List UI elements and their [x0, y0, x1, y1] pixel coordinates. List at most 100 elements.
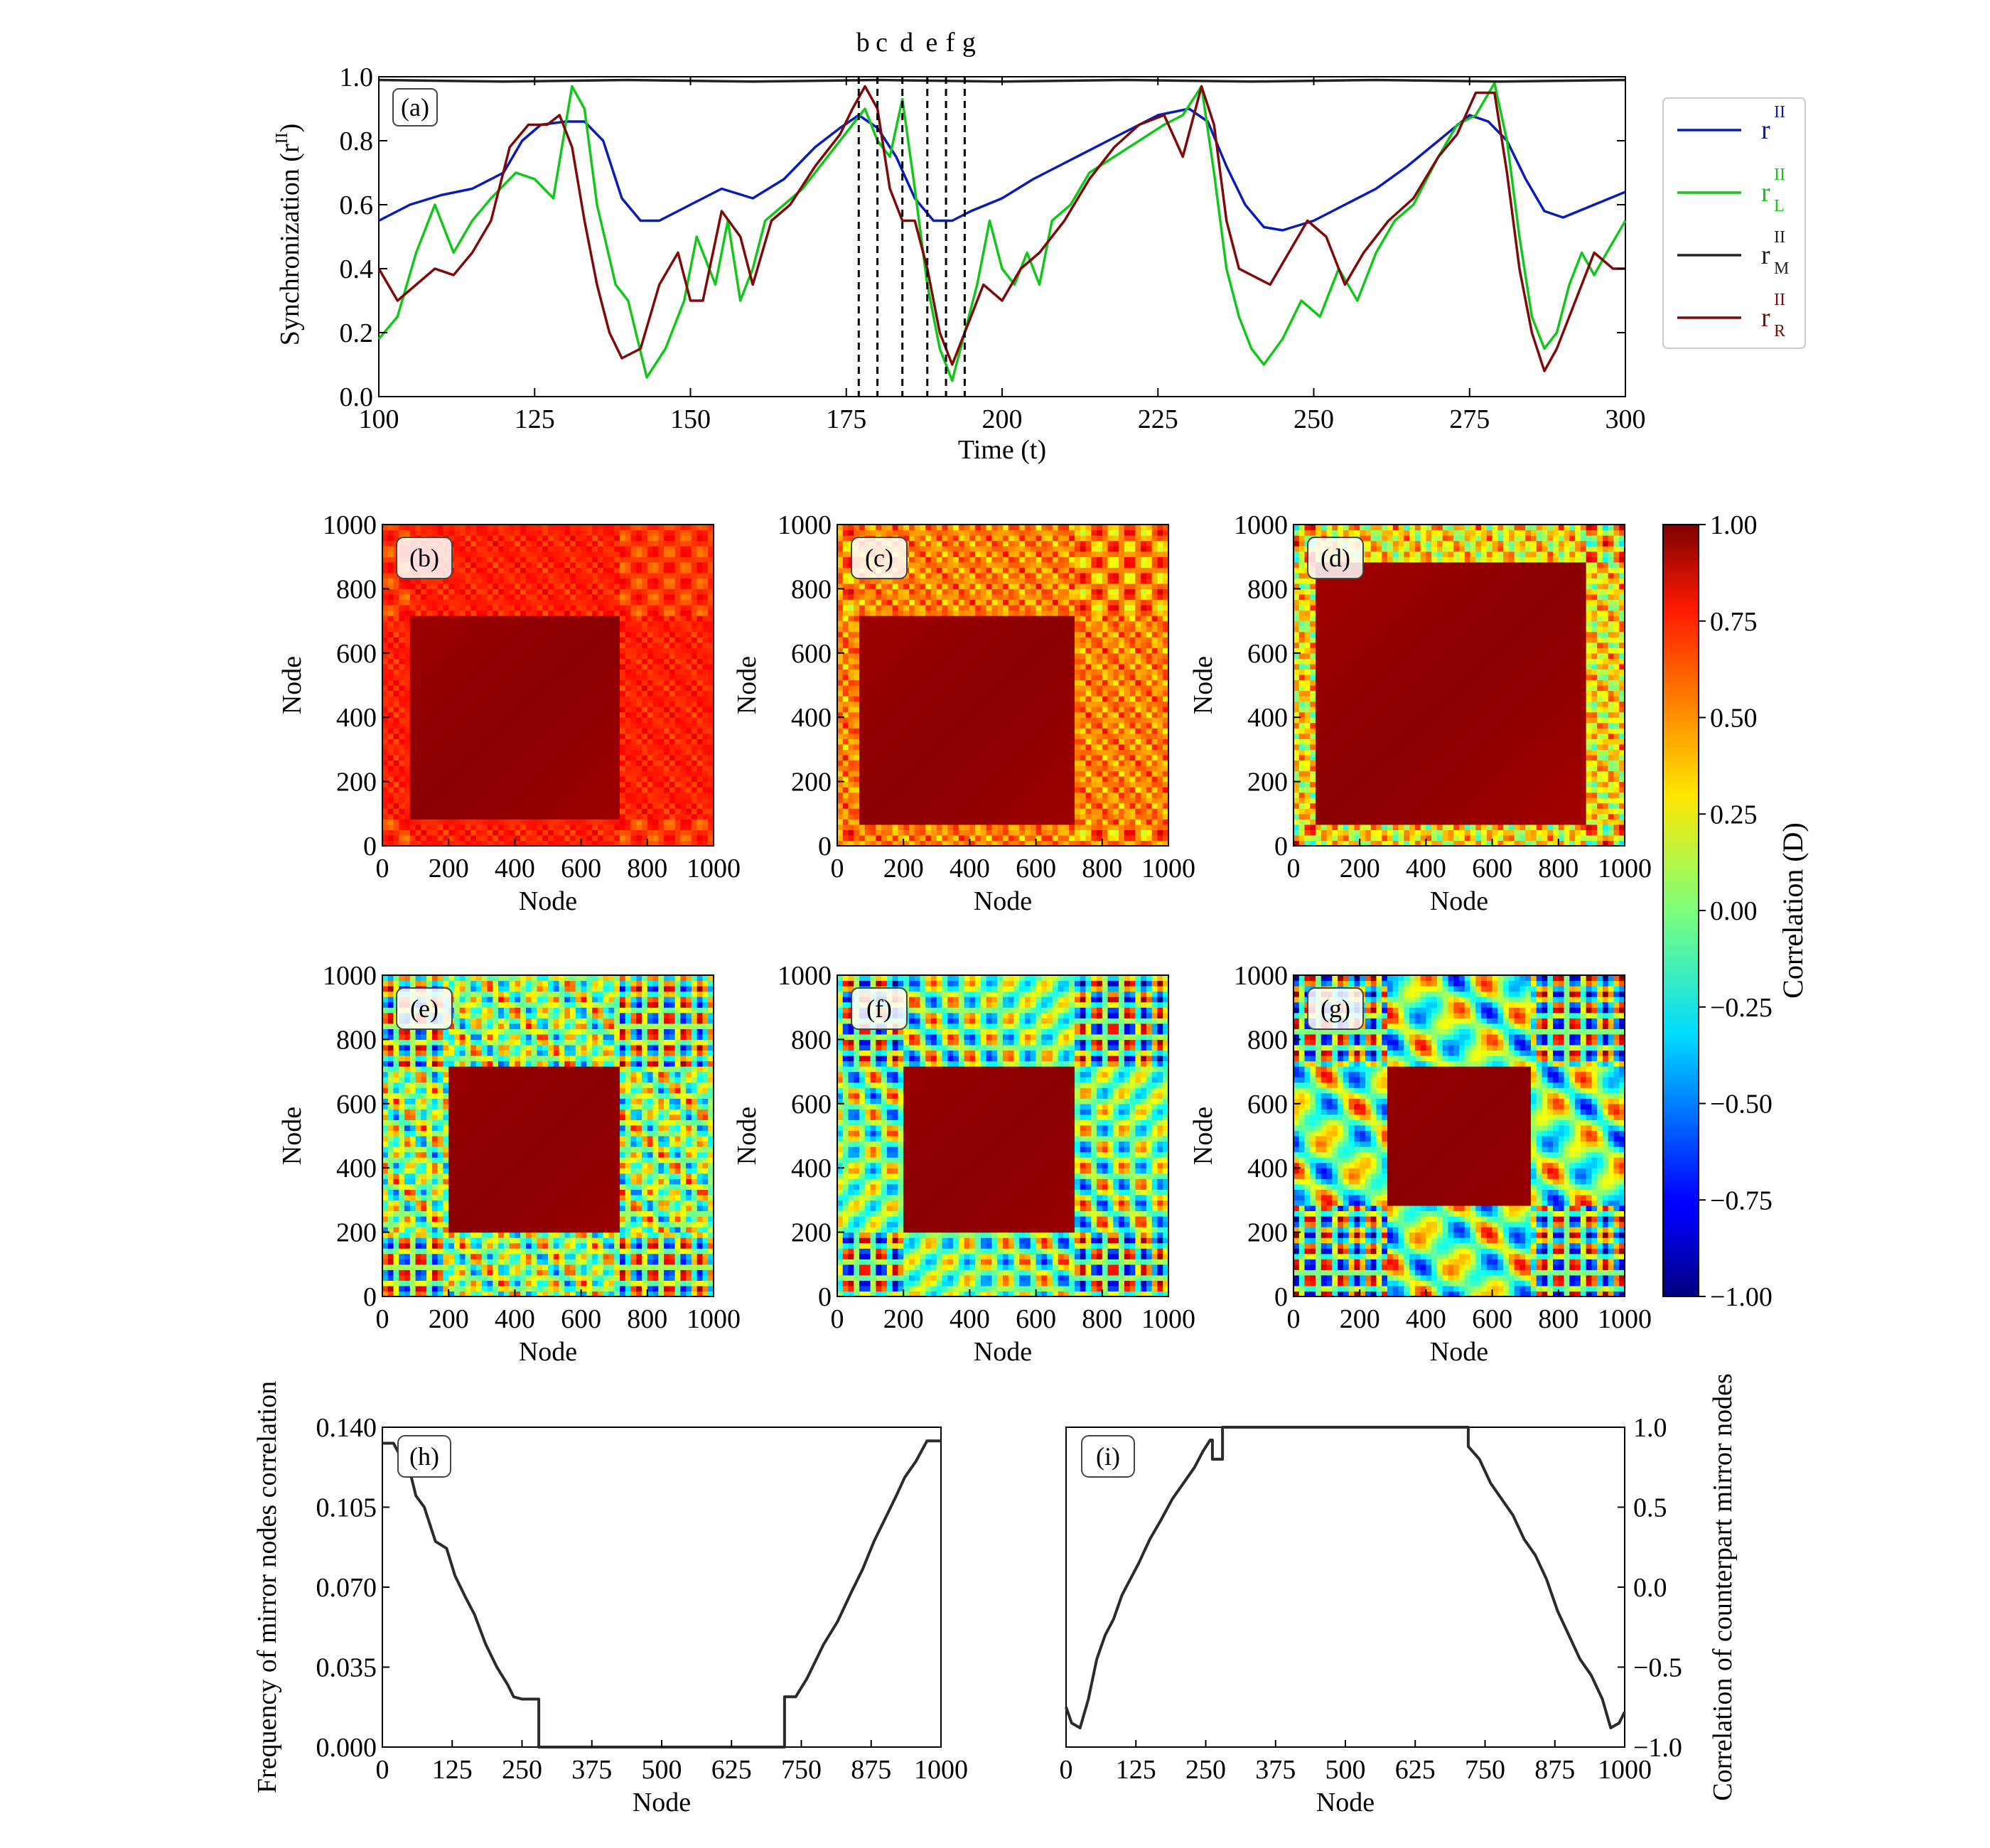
heatmap-cell	[481, 749, 488, 756]
heatmap-cell	[387, 589, 394, 595]
heatmap-cell	[920, 652, 926, 659]
x-tick-label-a: 275	[1449, 404, 1490, 434]
heatmap-cell	[669, 631, 676, 638]
heatmap-cell	[686, 621, 692, 627]
heatmap-cell	[925, 567, 932, 574]
heatmap-cell	[942, 797, 948, 804]
heatmap-cell	[636, 525, 642, 531]
heatmap-cell	[470, 648, 477, 654]
y-tick-label-a: 0.8	[340, 127, 374, 156]
heatmap-cell	[870, 808, 876, 815]
heatmap-cell	[608, 797, 615, 804]
heatmap-cell	[498, 530, 505, 536]
heatmap-cell	[920, 663, 926, 670]
heatmap-cell	[702, 631, 709, 638]
heatmap-cell	[592, 717, 598, 724]
heatmap-cell	[537, 717, 543, 724]
heatmap-cell	[854, 760, 860, 766]
heatmap-cell	[415, 829, 421, 836]
heatmap-cell	[914, 562, 921, 568]
heatmap-cell	[520, 648, 527, 654]
heatmap-cell	[503, 717, 510, 724]
heatmap-cell	[876, 781, 882, 788]
heatmap-cell	[382, 610, 389, 616]
heatmap-cell	[664, 770, 670, 777]
heatmap-cell	[680, 637, 687, 643]
heatmap-cell	[415, 637, 421, 643]
heatmap-cell	[881, 749, 888, 756]
heatmap-cell	[603, 621, 610, 627]
heatmap-cell	[614, 690, 620, 697]
heatmap-cell	[493, 642, 499, 648]
heatmap-cell	[854, 593, 860, 601]
heatmap-cell	[942, 765, 948, 772]
heatmap-cell	[453, 540, 461, 547]
heatmap-cell	[592, 802, 598, 809]
heatmap-cell	[548, 605, 554, 611]
heatmap-cell	[619, 530, 626, 536]
heatmap-cell	[953, 781, 959, 788]
heatmap-cell	[592, 829, 598, 836]
heatmap-cell	[669, 770, 676, 777]
heatmap-cell	[664, 728, 670, 734]
heatmap-cell	[537, 530, 543, 536]
heatmap-cell	[674, 530, 681, 536]
heatmap-cell	[459, 749, 466, 756]
heatmap-cell	[570, 701, 576, 707]
heatmap-cell	[382, 578, 389, 584]
heatmap-cell	[476, 525, 483, 531]
heatmap-cell	[837, 685, 844, 692]
heatmap-cell	[592, 696, 598, 702]
heatmap-cell	[515, 840, 521, 847]
heatmap-cell	[886, 626, 893, 633]
heatmap-cell	[947, 599, 954, 606]
heatmap-cell	[848, 813, 854, 820]
heatmap-cell	[630, 551, 637, 557]
heatmap-cell	[515, 824, 521, 830]
heatmap-cell	[642, 707, 648, 713]
heatmap-cell	[614, 546, 620, 552]
heatmap-cell	[947, 696, 954, 702]
heatmap-cell	[931, 616, 937, 622]
heatmap-cell	[625, 626, 632, 633]
heatmap-cell	[636, 754, 642, 761]
heatmap-cell	[691, 583, 698, 589]
heatmap-cell	[470, 834, 477, 842]
heatmap-cell	[614, 540, 620, 547]
heatmap-cell	[920, 738, 926, 745]
heatmap-cell	[625, 813, 632, 820]
heatmap-cell	[908, 631, 915, 638]
heatmap-cell	[898, 743, 904, 750]
heatmap-cell	[686, 781, 692, 788]
heatmap-cell	[652, 760, 659, 766]
heatmap-cell	[537, 802, 543, 809]
heatmap-cell	[431, 819, 439, 825]
heatmap-cell	[708, 546, 714, 552]
x-tick-label: 0	[376, 854, 389, 883]
heatmap-cell	[936, 637, 943, 643]
heatmap-cell	[453, 583, 461, 589]
heatmap-cell	[870, 578, 876, 584]
heatmap-cell	[515, 765, 521, 772]
heatmap-cell	[575, 840, 582, 847]
heatmap-cell	[525, 834, 532, 842]
heatmap-cell	[415, 787, 421, 793]
heatmap-cell	[674, 626, 681, 633]
heatmap-cell	[399, 605, 405, 611]
heatmap-cell	[914, 652, 921, 659]
heatmap-cell	[636, 813, 642, 820]
heatmap-cell	[525, 658, 532, 665]
heatmap-cell	[614, 824, 620, 830]
heatmap-cell	[702, 733, 709, 739]
heatmap-cell	[581, 616, 587, 622]
heatmap-cell	[942, 824, 948, 830]
heatmap-cell	[476, 711, 483, 718]
heatmap-cell	[564, 610, 571, 616]
heatmap-cell	[382, 840, 389, 847]
heatmap-cell	[691, 589, 698, 595]
heatmap-cell	[387, 824, 394, 830]
heatmap-cell	[564, 760, 571, 766]
heatmap-cell	[559, 583, 565, 589]
heatmap-cell	[864, 776, 871, 783]
heatmap-cell	[859, 717, 866, 724]
